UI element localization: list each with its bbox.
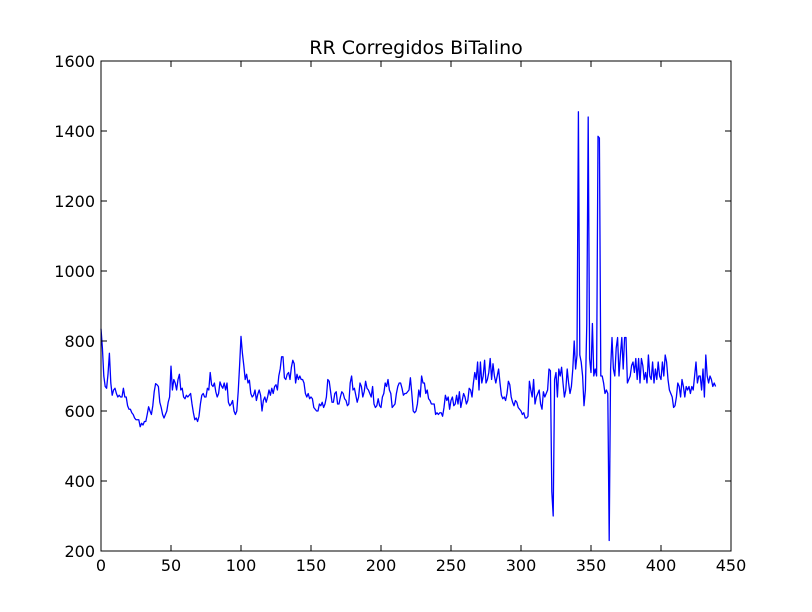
x-tick-label: 350 xyxy=(576,556,607,575)
series-line-0 xyxy=(100,111,717,542)
y-tick-label: 200 xyxy=(64,542,95,561)
y-tick-label: 1600 xyxy=(54,52,95,71)
x-tick-label: 50 xyxy=(161,556,181,575)
axis-tick-labels: 0 50 100 150 200 250 300 350 400 450 200 400 600 800 1… xyxy=(54,52,746,575)
series-layer xyxy=(100,111,717,542)
x-tick-label: 450 xyxy=(716,556,747,575)
x-tick-label: 0 xyxy=(96,556,106,575)
axis-ticks xyxy=(100,60,732,552)
plot-frame xyxy=(100,60,732,552)
y-tick-label: 1000 xyxy=(54,262,95,281)
chart-title: RR Corregidos BiTalino xyxy=(309,37,523,59)
y-tick-label: 1400 xyxy=(54,122,95,141)
x-tick-label: 100 xyxy=(226,556,257,575)
x-tick-label: 300 xyxy=(506,556,537,575)
x-tick-label: 200 xyxy=(366,556,397,575)
y-tick-label: 1200 xyxy=(54,192,95,211)
y-tick-label: 400 xyxy=(64,472,95,491)
x-tick-label: 400 xyxy=(646,556,677,575)
y-tick-label: 800 xyxy=(64,332,95,351)
x-tick-label: 250 xyxy=(436,556,467,575)
y-tick-label: 600 xyxy=(64,402,95,421)
x-tick-label: 150 xyxy=(296,556,327,575)
